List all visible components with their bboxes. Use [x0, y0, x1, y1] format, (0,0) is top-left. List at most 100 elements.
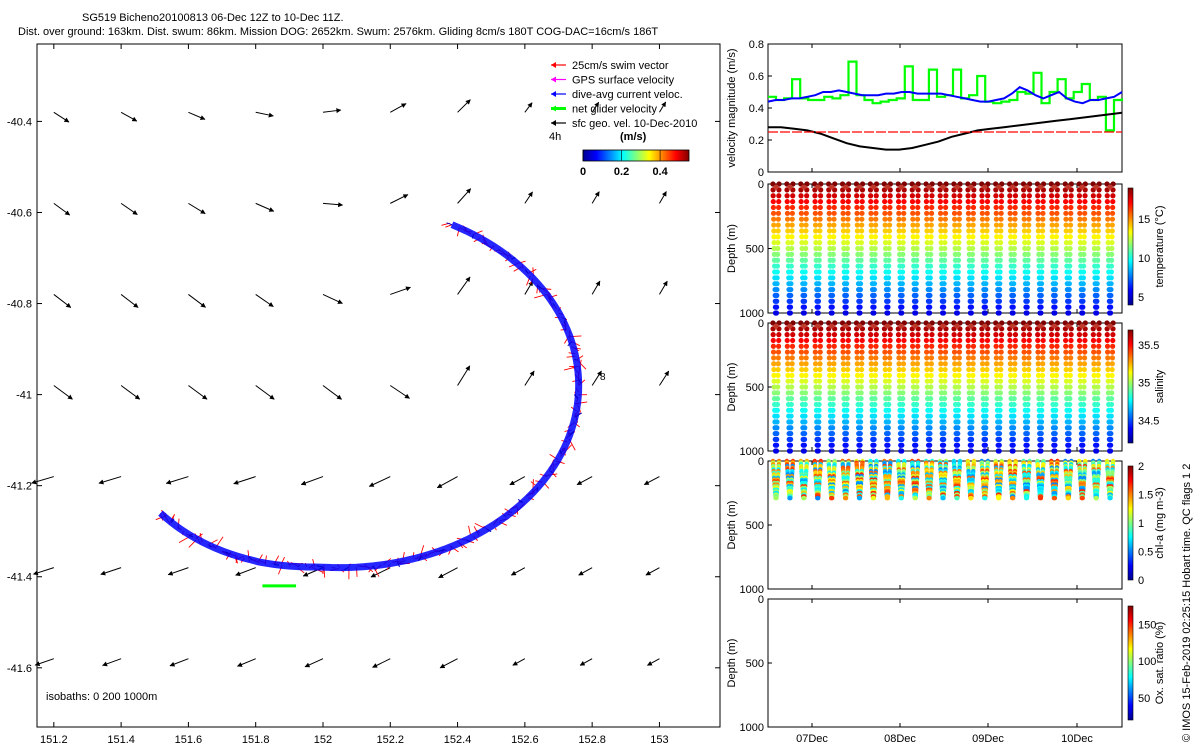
profile-point — [1035, 366, 1041, 373]
profile-point — [913, 407, 920, 413]
profile-point — [784, 332, 790, 338]
profile-point — [1025, 419, 1031, 425]
swim-vector — [544, 483, 550, 489]
profile-point — [937, 210, 944, 216]
profile-point — [788, 281, 794, 287]
profile-point — [813, 234, 819, 240]
profile-point — [915, 204, 921, 211]
current-vector — [550, 470, 553, 473]
geo-velocity-arrow — [188, 294, 206, 308]
profile-point — [952, 361, 958, 367]
profile-point — [1109, 390, 1115, 396]
profile-point — [997, 384, 1004, 390]
profile-point — [813, 372, 819, 378]
profile-point — [910, 366, 916, 373]
profile-point — [913, 425, 919, 431]
profile-point — [1109, 240, 1115, 246]
profile-point — [896, 204, 902, 211]
profile-point — [998, 222, 1004, 228]
profile-point — [1012, 193, 1019, 199]
colorbar-tick-label: 1 — [1138, 518, 1144, 530]
profile-point — [844, 396, 850, 402]
profile-point — [928, 366, 934, 373]
profile-point — [1053, 384, 1059, 390]
profile-point — [1012, 366, 1018, 373]
profile-point — [830, 390, 836, 396]
profile-point — [845, 343, 851, 349]
profile-point — [789, 234, 795, 240]
profile-point — [872, 269, 878, 275]
profile-point — [1068, 198, 1074, 205]
profile-point — [1026, 222, 1032, 228]
profile-point — [1012, 332, 1019, 338]
profile-point — [1082, 349, 1088, 355]
profile-point — [817, 378, 823, 384]
profile-point — [801, 304, 808, 310]
profile-point — [969, 425, 975, 431]
profile-point — [788, 401, 794, 408]
geo-velocity-arrow — [233, 476, 256, 485]
profile-point — [798, 332, 804, 338]
profile-point — [1066, 419, 1072, 425]
panel-y-tick-label: 0.8 — [749, 39, 764, 51]
profile-point — [1025, 245, 1031, 252]
profile-point — [885, 286, 891, 293]
profile-point — [1091, 361, 1097, 367]
profile-point — [1066, 292, 1072, 299]
profile-point — [928, 372, 934, 378]
profile-point — [816, 245, 823, 252]
profile-point — [979, 343, 985, 349]
profile-point — [929, 337, 935, 344]
profile-point — [1040, 193, 1046, 199]
profile-point — [1039, 384, 1045, 390]
profile-point — [970, 222, 976, 228]
colorbar-tick-label: 50 — [1138, 693, 1150, 705]
profile-point — [868, 234, 875, 240]
profile-point — [912, 184, 918, 190]
swim-vector — [474, 522, 485, 529]
profile-point — [829, 448, 835, 454]
profile-point — [982, 304, 988, 310]
profile-point — [831, 210, 837, 216]
profile-point — [841, 372, 847, 378]
profile-point — [970, 366, 976, 373]
profile-point — [770, 343, 777, 349]
profile-point — [816, 269, 822, 275]
profile-point — [1105, 234, 1111, 240]
depth-ylabel: Depth (m) — [726, 639, 738, 688]
profile-point — [896, 343, 902, 349]
profile-point — [1077, 378, 1083, 384]
profile-point — [998, 343, 1004, 349]
profile-point — [774, 407, 780, 413]
profile-point — [870, 184, 877, 190]
profile-point — [942, 228, 948, 234]
profile-point — [830, 413, 836, 419]
profile-point — [826, 204, 832, 211]
profile-point — [1063, 204, 1069, 211]
profile-point — [886, 240, 892, 246]
profile-point — [899, 495, 904, 501]
profile-point — [984, 222, 990, 228]
profile-point — [1052, 442, 1058, 448]
depth-ylabel: Depth (m) — [726, 224, 738, 273]
profile-point — [955, 286, 961, 293]
profile-point — [1081, 390, 1087, 396]
profile-point — [1094, 407, 1101, 413]
profile-point — [827, 240, 833, 246]
profile-point — [1110, 337, 1116, 344]
current-vector — [559, 449, 562, 454]
profile-point — [844, 384, 850, 390]
profile-point — [1068, 337, 1074, 344]
profile-point — [871, 310, 877, 316]
profile-point — [1066, 436, 1072, 442]
geo-velocity-arrow — [643, 476, 660, 486]
profile-point — [1038, 286, 1045, 293]
profile-point — [773, 310, 780, 316]
profile-point — [858, 384, 864, 390]
profile-point — [909, 332, 915, 338]
profile-point — [817, 372, 823, 378]
profile-point — [868, 332, 874, 338]
profile-point — [956, 355, 962, 361]
profile-point — [816, 419, 822, 425]
profile-point — [1077, 240, 1083, 246]
